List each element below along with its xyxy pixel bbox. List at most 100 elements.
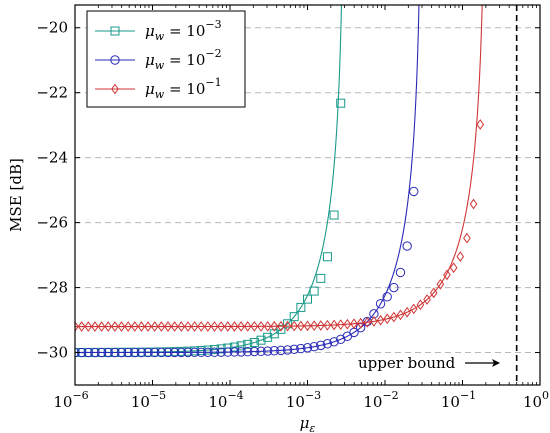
data-point-diamond	[150, 321, 159, 332]
data-point-diamond	[396, 309, 405, 321]
data-point-diamond	[316, 320, 325, 331]
legend-label: μw = 10−2	[145, 47, 222, 72]
y-tick-label: −20	[36, 19, 68, 37]
data-point-diamond	[164, 321, 172, 332]
data-point-circle	[256, 346, 266, 357]
data-point-circle	[229, 347, 240, 357]
data-point-circle	[249, 346, 260, 357]
data-point-diamond	[243, 321, 252, 332]
data-point-circle	[183, 347, 193, 358]
x-axis-label: με	[300, 414, 316, 433]
data-point-diamond	[423, 294, 431, 305]
data-point-diamond	[409, 303, 418, 315]
data-point-circle	[209, 347, 220, 357]
data-point-diamond	[157, 321, 166, 332]
data-point-square	[283, 319, 293, 329]
data-point-diamond	[130, 321, 139, 332]
data-point-circle	[150, 347, 160, 358]
data-point-diamond	[350, 318, 358, 330]
data-point-diamond	[297, 320, 305, 332]
grid-layer	[75, 27, 540, 354]
data-point-circle	[336, 334, 346, 345]
data-point-diamond	[277, 320, 285, 332]
data-point-circle	[369, 309, 379, 319]
data-point-diamond	[137, 321, 146, 332]
data-point-diamond	[257, 320, 265, 332]
data-point-square	[210, 345, 219, 355]
series-diamond	[75, 5, 485, 332]
data-point-circle	[123, 347, 133, 358]
data-point-circle	[243, 347, 253, 357]
upper-bound-annotation: upper bound	[358, 354, 500, 372]
x-tick-label: 10−1	[441, 389, 476, 411]
data-point-circle	[156, 347, 167, 358]
data-point-diamond	[330, 319, 338, 331]
data-point-square	[316, 273, 326, 283]
data-point-diamond	[270, 320, 279, 332]
data-point-diamond	[230, 321, 239, 332]
data-point-square	[322, 252, 332, 262]
data-point-diamond	[290, 320, 299, 332]
data-point-diamond	[223, 321, 232, 332]
data-point-circle	[236, 347, 246, 357]
legend-label: μw = 10−3	[145, 18, 222, 43]
upper-bound-label: upper bound	[358, 354, 456, 372]
data-point-diamond	[91, 321, 99, 332]
data-point-square	[303, 294, 312, 304]
data-point-circle	[269, 346, 279, 356]
data-point-circle	[309, 341, 319, 352]
data-point-circle	[395, 267, 406, 278]
data-point-diamond	[170, 321, 179, 332]
data-point-diamond	[363, 316, 372, 328]
data-point-diamond	[111, 321, 119, 332]
data-point-circle	[203, 347, 213, 357]
data-point-diamond	[469, 198, 478, 210]
data-point-square	[276, 324, 286, 334]
data-point-circle	[322, 339, 333, 349]
data-point-diamond	[436, 278, 445, 290]
data-point-circle	[316, 340, 326, 351]
data-point-diamond	[210, 321, 219, 332]
data-point-circle	[409, 186, 419, 197]
x-tick-label: 10−3	[286, 389, 321, 411]
data-point-circle	[296, 343, 306, 354]
data-point-circle	[96, 347, 107, 358]
data-point-square	[243, 339, 253, 349]
legend-entry: μw = 10−2	[95, 47, 222, 72]
data-point-diamond	[383, 313, 392, 325]
data-point-circle	[302, 343, 313, 353]
data-point-diamond	[204, 321, 212, 332]
data-point-diamond	[217, 321, 225, 332]
data-point-circle	[110, 55, 120, 65]
x-tick-label: 100	[523, 389, 549, 411]
data-point-circle	[130, 347, 140, 358]
data-point-diamond	[323, 319, 332, 331]
data-point-circle	[402, 241, 412, 251]
upper-bound-arrow-head	[492, 359, 500, 367]
y-tick-label: −22	[36, 84, 68, 102]
data-point-square	[309, 286, 319, 296]
data-point-square	[249, 337, 259, 347]
data-point-diamond	[111, 83, 119, 95]
data-point-square	[329, 210, 339, 220]
legend-entry: μw = 10−1	[95, 76, 222, 101]
data-point-square	[296, 302, 306, 312]
data-point-diamond	[263, 320, 272, 332]
data-point-diamond	[476, 119, 485, 130]
data-point-circle	[382, 292, 392, 302]
data-point-circle	[116, 347, 127, 358]
series-circle	[75, 5, 420, 358]
y-tick-label: −24	[36, 149, 68, 167]
data-point-diamond	[456, 251, 465, 262]
y-axis-label: MSE [dB]	[7, 158, 25, 232]
data-point-square	[236, 341, 246, 351]
data-point-diamond	[443, 269, 451, 281]
data-point-circle	[103, 347, 113, 358]
data-point-diamond	[104, 321, 113, 332]
data-point-circle	[110, 347, 120, 358]
data-point-circle	[196, 347, 206, 358]
data-point-diamond	[463, 232, 471, 244]
ticks-layer	[74, 5, 541, 385]
data-point-diamond	[310, 320, 318, 332]
data-point-diamond	[250, 321, 259, 332]
